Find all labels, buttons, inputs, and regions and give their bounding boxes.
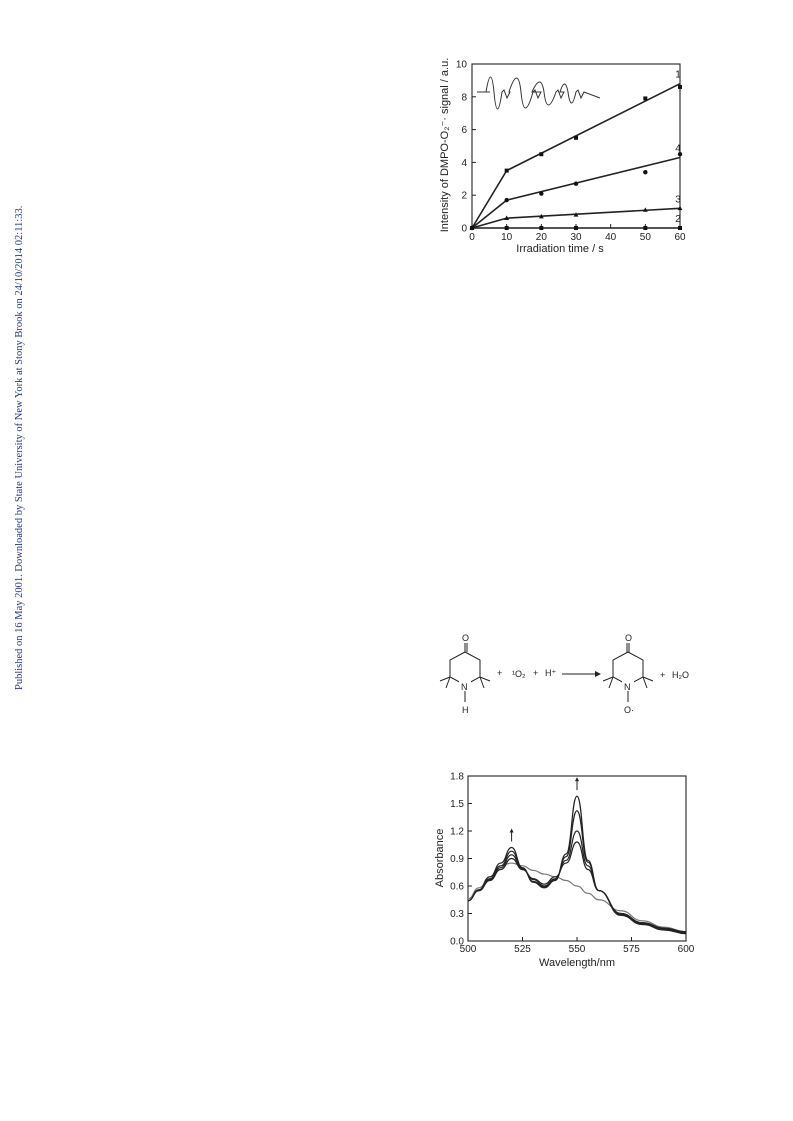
series-1-point <box>678 84 682 89</box>
increase-arrow-head <box>509 828 514 833</box>
series-2-point <box>678 226 682 230</box>
plus-sign-3: + <box>660 670 665 680</box>
series-2-point <box>470 226 474 230</box>
chart2-y-tick-label: 1.8 <box>450 772 464 783</box>
chart1-y-tick-label: 8 <box>461 92 467 103</box>
chart2-x-tick-label: 575 <box>623 944 640 955</box>
absorbance-spectrum-curve <box>467 841 687 933</box>
chart1-series: 1 4 3 2 <box>469 70 683 231</box>
absorbance-spectrum-curve <box>467 830 687 933</box>
chart2-y-tick-label: 0.3 <box>450 909 464 920</box>
chart1-x-tick-label: 20 <box>536 232 548 243</box>
chart1-x-tick-label: 0 <box>469 232 475 243</box>
series-4-point <box>504 197 509 203</box>
tempone-product: O N O· <box>602 633 654 715</box>
chart2-x-tick-label: 600 <box>678 944 695 955</box>
absorbance-spectrum-curve <box>467 795 687 935</box>
chart2-x-tick-label: 550 <box>569 944 586 955</box>
series-2-label: 2 <box>675 214 681 225</box>
product-nitrogen: N <box>624 682 631 692</box>
chart2-x-tick-label: 500 <box>460 944 477 955</box>
series-3-point <box>538 213 544 219</box>
plus-sign-2: + <box>533 668 538 678</box>
product-oxygen: O <box>625 633 632 643</box>
chart1-y-tick-label: 6 <box>461 125 467 136</box>
series-1-point <box>574 135 578 140</box>
absorbance-spectrum-curve <box>467 862 687 933</box>
chart1-x-tick-label: 30 <box>570 232 582 243</box>
reactant-hydrogen: H <box>462 705 469 715</box>
series-3-point <box>677 205 683 211</box>
series-1-point <box>643 96 648 101</box>
series-2-point <box>643 226 648 230</box>
series-4-point <box>677 152 683 157</box>
series-4-label: 4 <box>675 143 681 154</box>
piperidone-reactant: O N H <box>439 633 491 715</box>
epr-inset-spectrum <box>477 76 601 110</box>
series-4-point <box>539 191 544 196</box>
chart1-y-tick-label: 0 <box>461 224 467 235</box>
reactant-nitrogen: N <box>461 682 468 692</box>
chart1-y-tick-label: 4 <box>461 158 467 169</box>
epr-spectrum-trace <box>477 76 601 110</box>
absorbance-spectrum-curve <box>467 810 687 934</box>
chart2-y-tick-label: 1.5 <box>450 799 464 810</box>
proton: H⁺ <box>545 668 556 678</box>
series-3-label: 3 <box>675 194 681 205</box>
series-2-point <box>504 226 509 230</box>
series-4-point <box>643 170 648 175</box>
chart2-y-tick-label: 0.6 <box>450 882 464 893</box>
chart1-y-tick-label: 2 <box>461 191 467 202</box>
chart1-y-axis-label: Intensity of DMPO-O₂⁻· signal / a.u. <box>439 58 451 233</box>
chart2-y-tick-label: 0.9 <box>450 854 464 865</box>
series-2-point <box>539 226 544 230</box>
chart2-axes: 500 525 550 575 600 0.0 0.3 0.6 0.9 1.2 1.5 1.8 <box>450 772 695 956</box>
chart1-y-tick-label: 10 <box>456 60 468 71</box>
chart1-x-tick-label: 50 <box>640 232 652 243</box>
chart2-y-tick-label: 0.0 <box>450 937 464 948</box>
water: H₂O <box>672 670 689 680</box>
series-2-point <box>574 226 578 230</box>
series-3-point <box>573 212 579 217</box>
plus-sign-1: + <box>497 668 502 678</box>
series-1-point <box>539 152 544 157</box>
chart1-x-tick-label: 10 <box>501 232 513 243</box>
chart2-series <box>467 777 687 935</box>
series-1-point <box>504 168 509 173</box>
chart2-plot-frame <box>467 775 687 942</box>
chart2-x-axis-label: Wavelength/nm <box>539 957 615 969</box>
chart2-y-axis-label: Absorbance <box>434 829 446 888</box>
increase-arrow-head <box>575 777 579 782</box>
reactant-oxygen: O <box>462 633 469 643</box>
series-1-label: 1 <box>675 70 681 81</box>
chart2-y-tick-label: 1.2 <box>450 827 464 838</box>
series-4-point <box>573 181 579 186</box>
series-3-point <box>642 207 648 212</box>
chart1-x-axis-label: Irradiation time / s <box>516 243 604 255</box>
chart1-x-tick-label: 40 <box>605 232 617 243</box>
chart1-x-tick-label: 60 <box>674 232 686 243</box>
chart2-x-tick-label: 525 <box>514 944 531 955</box>
series-3-point <box>504 215 510 220</box>
singlet-oxygen: ¹O₂ <box>512 669 526 679</box>
product-nitroxide-oxygen: O· <box>624 705 634 715</box>
